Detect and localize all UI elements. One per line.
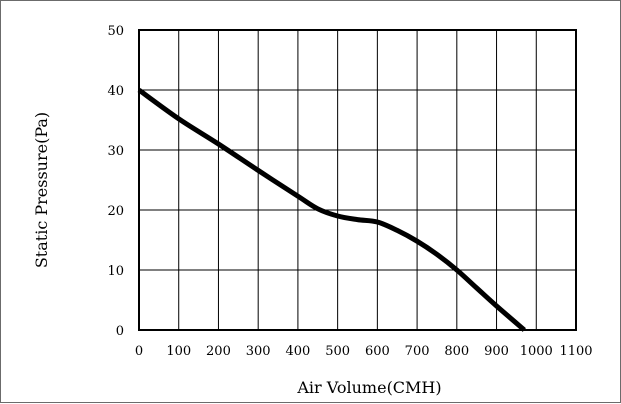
y-tick-label: 20 [107,204,124,219]
x-tick-label: 500 [325,344,350,359]
x-tick-label: 200 [206,344,231,359]
y-axis-ticks: 0 10 20 30 40 50 [107,24,124,339]
x-axis-title: Air Volume(CMH) [296,378,441,397]
y-tick-label: 30 [107,144,124,159]
x-tick-label: 900 [484,344,509,359]
y-tick-label: 0 [116,324,124,339]
x-tick-label: 100 [166,344,191,359]
x-tick-label: 1000 [520,344,553,359]
x-tick-label: 800 [444,344,469,359]
x-tick-label: 400 [285,344,310,359]
x-axis-ticks: 0 100 200 300 400 500 600 700 800 900 1000 1100 [135,344,593,359]
x-tick-label: 1100 [559,344,592,359]
series-line [137,87,526,332]
x-tick-label: 300 [246,344,271,359]
x-tick-label: 0 [135,344,143,359]
y-axis-title: Static Pressure(Pa) [32,112,51,268]
x-tick-label: 700 [405,344,430,359]
y-tick-label: 10 [107,264,124,279]
grid [138,29,577,331]
x-tick-label: 600 [365,344,390,359]
y-tick-label: 40 [107,84,124,99]
plot-area [138,29,577,331]
y-tick-label: 50 [107,24,124,39]
